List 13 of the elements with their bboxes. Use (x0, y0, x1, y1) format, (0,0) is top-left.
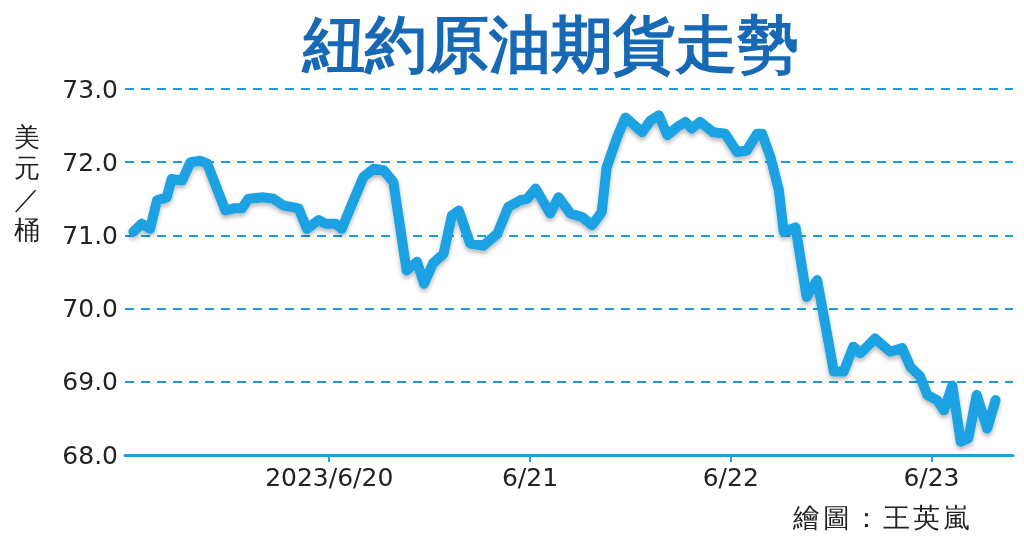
y-axis-title: 美元／桶 (13, 122, 41, 246)
chart-title: 紐約原油期貨走勢 (301, 7, 799, 81)
y-tick-label: 68.0 (62, 440, 118, 470)
text: 繪圖：王英嵐 (793, 502, 973, 533)
x-tick-label: 6/21 (501, 463, 559, 492)
y-tick-label: 73.0 (62, 74, 118, 104)
y-tick-label: 72.0 (62, 147, 118, 177)
x-tick-label: 6/23 (903, 463, 960, 492)
x-tick-label: 6/22 (702, 463, 759, 492)
y-tick-label: 71.0 (62, 220, 118, 250)
x-tick-label: 2023/6/20 (265, 463, 394, 492)
y-tick-label: 70.0 (62, 294, 118, 324)
y-tick-label: 69.0 (62, 367, 118, 397)
